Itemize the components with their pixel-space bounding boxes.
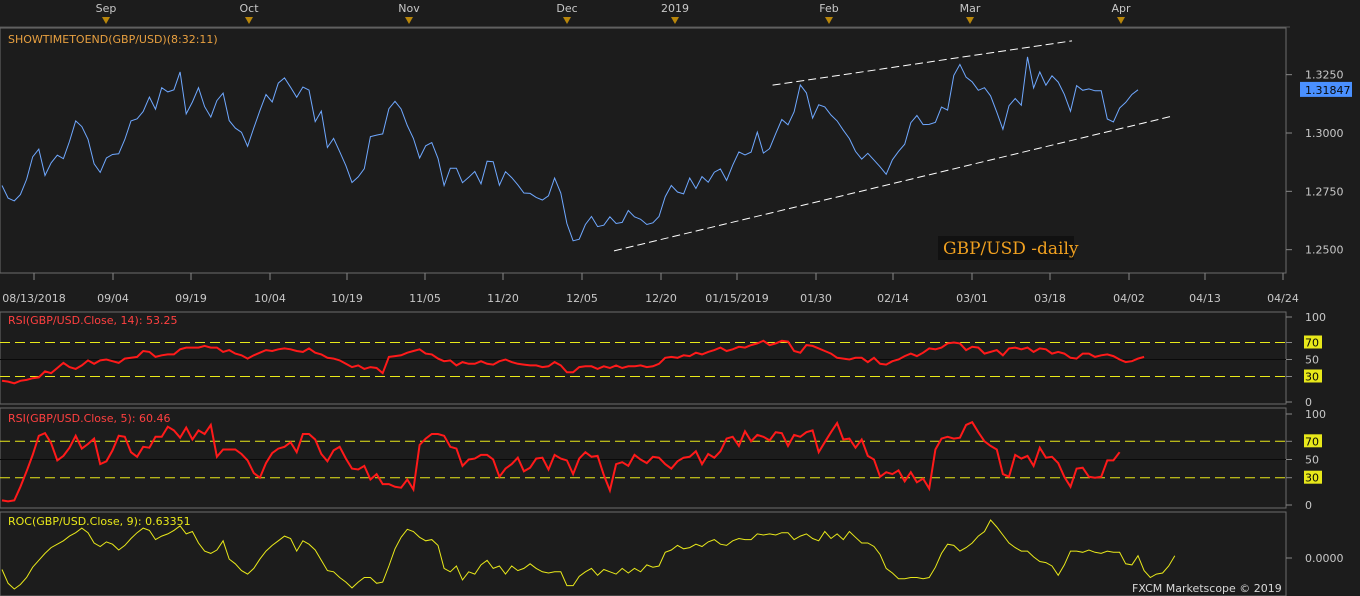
last-price-tag: 1.31847 xyxy=(1300,81,1352,97)
y-tick-label: 1.3250 xyxy=(1305,69,1344,82)
roc-zero-label: 0.0000 xyxy=(1305,552,1344,565)
triangle-down-icon[interactable] xyxy=(671,17,679,24)
triangle-down-icon[interactable] xyxy=(1117,17,1125,24)
roc-panel xyxy=(0,511,1287,596)
price-series-line xyxy=(1,56,1139,242)
month-label: Apr xyxy=(1111,2,1131,15)
level-badge xyxy=(1304,369,1322,383)
rsi-scale-label: 100 xyxy=(1305,408,1326,421)
date-tick-label: 12/05 xyxy=(566,292,598,305)
channel-upper-line[interactable] xyxy=(772,40,1073,86)
rsi-scale-label: 100 xyxy=(1305,311,1326,324)
footer-credit: FXCM Marketscope © 2019 xyxy=(1132,582,1282,595)
rsi14-panel xyxy=(0,311,1287,405)
channel-lines xyxy=(613,40,1171,252)
date-tick-label: 11/05 xyxy=(409,292,441,305)
rsi5-levels: 100 70 50 30 0 xyxy=(0,408,1326,512)
date-tick-label: 04/13 xyxy=(1189,292,1221,305)
level-badge xyxy=(1304,470,1322,484)
month-label: Dec xyxy=(556,2,577,15)
y-tick-label: 1.3000 xyxy=(1305,127,1344,140)
triangle-down-icon[interactable] xyxy=(966,17,974,24)
annotation-text: GBP/USD -daily xyxy=(943,239,1079,259)
date-tick-label: 08/13/2018 xyxy=(2,292,65,305)
rsi14-panel-title: RSI(GBP/USD.Close, 14): 53.25 xyxy=(8,314,178,327)
date-tick-label: 03/01 xyxy=(956,292,988,305)
rsi-scale-label: 30 xyxy=(1305,472,1319,485)
rsi-scale-label: 0 xyxy=(1305,396,1312,409)
rsi-scale-label: 70 xyxy=(1305,337,1319,350)
rsi14-series-line xyxy=(1,339,1145,385)
price-scale xyxy=(1287,28,1360,273)
roc-series-line xyxy=(1,519,1176,590)
rsi5-panel xyxy=(0,407,1287,509)
date-axis-band xyxy=(0,274,1360,310)
annotation-box xyxy=(938,236,1074,260)
month-label: 2019 xyxy=(661,2,689,15)
date-axis: 08/13/2018 09/04 09/19 10/04 10/19 11/05 11/20… xyxy=(2,273,1299,305)
date-tick-label: 01/15/2019 xyxy=(705,292,768,305)
date-tick-label: 02/14 xyxy=(877,292,909,305)
triangle-down-icon[interactable] xyxy=(245,17,253,24)
triangle-down-icon[interactable] xyxy=(405,17,413,24)
roc-panel-title: ROC(GBP/USD.Close, 9): 0.63351 xyxy=(8,515,191,528)
last-price-value: 1.31847 xyxy=(1305,84,1351,97)
rsi-scale-label: 50 xyxy=(1305,454,1319,467)
level-badge xyxy=(1304,335,1322,349)
price-y-ticks: 1.3250 1.3000 1.2750 1.2500 xyxy=(1286,69,1344,257)
date-tick-label: 03/18 xyxy=(1034,292,1066,305)
date-tick-label: 01/30 xyxy=(800,292,832,305)
price-panel xyxy=(0,27,1287,274)
month-label: Nov xyxy=(398,2,420,15)
rsi5-panel-title: RSI(GBP/USD.Close, 5): 60.46 xyxy=(8,412,171,425)
rsi14-levels: 100 70 50 30 0 xyxy=(0,311,1326,409)
rsi-scale-label: 50 xyxy=(1305,354,1319,367)
date-tick-label: 09/19 xyxy=(175,292,207,305)
date-tick-label: 09/04 xyxy=(97,292,129,305)
month-label: Feb xyxy=(819,2,838,15)
month-label: Oct xyxy=(239,2,259,15)
date-tick-label: 11/20 xyxy=(487,292,519,305)
triangle-down-icon[interactable] xyxy=(825,17,833,24)
last-price-badge xyxy=(1300,81,1352,97)
y-tick-label: 1.2500 xyxy=(1305,244,1344,257)
price-panel-title: SHOWTIMETOEND(GBP/USD)(8:32:11) xyxy=(8,33,218,46)
top-month-axis: Sep Oct Nov Dec 2019 Feb Mar Apr xyxy=(0,0,1360,28)
rsi5-series-line xyxy=(1,420,1121,503)
rsi-scale-label: 70 xyxy=(1305,435,1319,448)
daily-annotation: GBP/USD -daily xyxy=(938,236,1079,260)
triangle-down-icon[interactable] xyxy=(102,17,110,24)
date-tick-label: 04/02 xyxy=(1113,292,1145,305)
top-axis-band xyxy=(0,0,1360,27)
date-tick-label: 10/19 xyxy=(331,292,363,305)
month-label: Mar xyxy=(960,2,981,15)
y-tick-label: 1.2750 xyxy=(1305,185,1344,198)
triangle-down-icon[interactable] xyxy=(563,17,571,24)
rsi-scale-label: 0 xyxy=(1305,499,1312,512)
date-tick-label: 12/20 xyxy=(645,292,677,305)
level-badge xyxy=(1304,434,1322,448)
date-tick-label: 04/24 xyxy=(1267,292,1299,305)
rsi-scale-label: 30 xyxy=(1305,371,1319,384)
month-label: Sep xyxy=(96,2,117,15)
date-tick-label: 10/04 xyxy=(254,292,286,305)
